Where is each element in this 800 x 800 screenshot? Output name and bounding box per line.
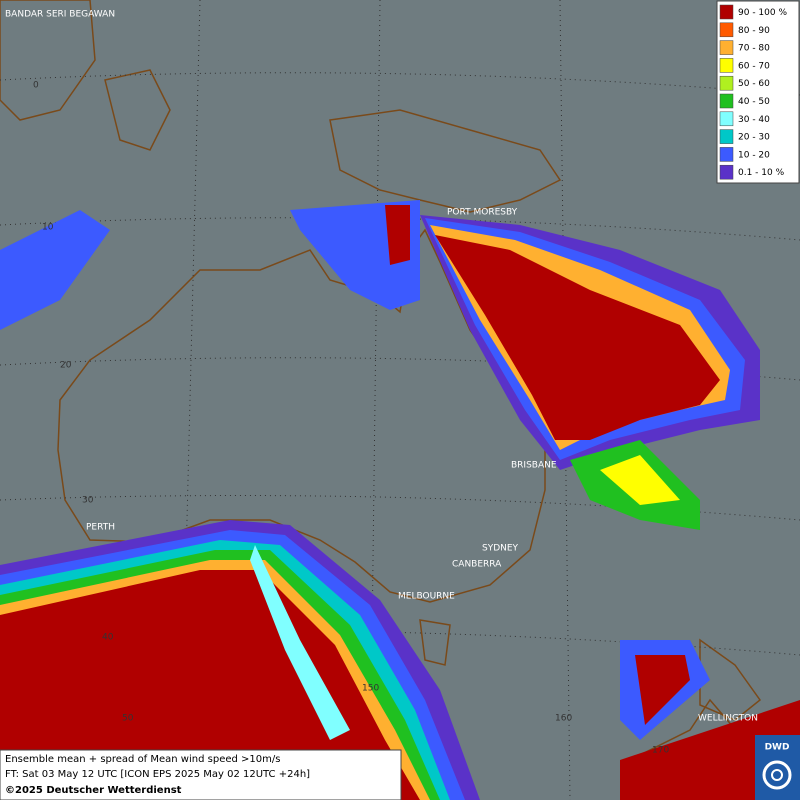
legend-label: 60 - 70: [738, 61, 770, 71]
grid-label: 0: [33, 81, 39, 91]
legend-swatch: [719, 129, 734, 144]
grid-label: 170: [652, 746, 669, 756]
city-label: BANDAR SERI BEGAWAN: [5, 10, 115, 20]
city-label: BRISBANE: [511, 461, 557, 471]
grid-label: 50: [122, 714, 134, 724]
legend-swatch: [719, 22, 734, 38]
logo-icon: [771, 769, 783, 781]
city-labels: BANDAR SERI BEGAWAN PORT MORESBY BRISBAN…: [5, 10, 758, 724]
city-label: WELLINGTON: [698, 714, 758, 724]
legend-label: 10 - 20: [738, 150, 770, 160]
legend-swatch: [719, 75, 734, 91]
footer: Ensemble mean + spread of Mean wind spee…: [0, 749, 402, 800]
grid-label: 10: [42, 223, 54, 233]
grid-label: 30: [82, 496, 94, 506]
footer-text: ©2025 Deutscher Wetterdienst: [5, 785, 182, 796]
grid-label: 20: [60, 361, 72, 371]
legend-label: 50 - 60: [738, 79, 770, 89]
city-label: CANBERRA: [452, 560, 502, 570]
legend-label: 80 - 90: [738, 26, 770, 36]
footer-box: [0, 749, 402, 800]
grid-label: 160: [555, 714, 572, 724]
logo: DWD: [755, 735, 800, 800]
grid-label: 40: [102, 633, 114, 643]
legend-swatch: [719, 111, 734, 127]
legend-swatch: [719, 93, 734, 109]
city-label: PORT MORESBY: [447, 208, 518, 218]
legend-label: 40 - 50: [738, 97, 770, 107]
legend-label: 20 - 30: [738, 133, 770, 143]
legend-swatch: [719, 40, 734, 55]
legend-swatch: [719, 58, 734, 73]
city-label: MELBOURNE: [398, 592, 455, 602]
legend-label: 30 - 40: [738, 115, 770, 125]
legend-swatch: [719, 164, 734, 180]
grid-label: 150: [362, 684, 379, 694]
legend-label: 0.1 - 10 %: [738, 168, 785, 178]
legend: 90 - 100 % 80 - 90 70 - 80 60 - 70 50 - 60 40…: [716, 0, 800, 184]
city-label: SYDNEY: [482, 544, 519, 554]
legend-swatch: [719, 4, 734, 20]
grid-labels: 0 10 20 30 40 50 150 160 170: [33, 81, 669, 756]
legend-swatch: [719, 147, 734, 162]
legend-label: 70 - 80: [738, 44, 770, 54]
city-label: PERTH: [86, 523, 115, 533]
footer-text: Ensemble mean + spread of Mean wind spee…: [5, 754, 280, 765]
logo-text: DWD: [765, 743, 790, 753]
logo-icon: [762, 760, 792, 790]
wind-field: [0, 200, 800, 800]
footer-text: FT: Sat 03 May 12 UTC [ICON EPS 2025 May…: [5, 769, 310, 780]
legend-label: 90 - 100 %: [738, 8, 787, 18]
